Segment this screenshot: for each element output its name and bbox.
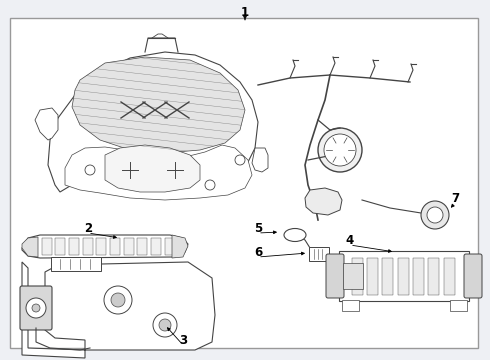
Text: 4: 4 [346,234,354,247]
Polygon shape [22,262,215,358]
Ellipse shape [284,229,306,242]
FancyBboxPatch shape [397,257,409,294]
Circle shape [235,155,245,165]
FancyBboxPatch shape [137,238,147,255]
Polygon shape [252,148,268,172]
FancyBboxPatch shape [151,238,161,255]
FancyBboxPatch shape [82,238,93,255]
FancyBboxPatch shape [96,238,106,255]
FancyBboxPatch shape [110,238,120,255]
Circle shape [26,298,46,318]
FancyBboxPatch shape [428,257,439,294]
Circle shape [427,207,443,223]
Circle shape [159,319,171,331]
FancyBboxPatch shape [413,257,424,294]
Circle shape [205,180,215,190]
FancyBboxPatch shape [42,238,51,255]
Polygon shape [48,52,258,197]
Polygon shape [105,145,200,192]
FancyBboxPatch shape [69,238,79,255]
Polygon shape [172,235,188,258]
Text: 2: 2 [84,221,92,234]
FancyBboxPatch shape [20,286,52,330]
FancyBboxPatch shape [55,238,65,255]
Circle shape [324,134,356,166]
Circle shape [318,128,362,172]
Text: 1: 1 [241,5,249,18]
Polygon shape [22,237,38,257]
Circle shape [85,165,95,175]
Circle shape [153,313,177,337]
Text: 3: 3 [179,333,187,346]
FancyBboxPatch shape [326,254,344,298]
Text: 6: 6 [254,246,262,258]
FancyBboxPatch shape [449,300,466,310]
Polygon shape [305,188,342,215]
FancyBboxPatch shape [343,263,363,289]
FancyBboxPatch shape [342,300,359,310]
FancyBboxPatch shape [309,247,329,261]
Circle shape [104,286,132,314]
FancyBboxPatch shape [367,257,378,294]
FancyBboxPatch shape [165,238,174,255]
Text: 7: 7 [451,192,459,204]
Polygon shape [72,57,245,153]
Polygon shape [65,145,252,200]
Circle shape [32,304,40,312]
FancyBboxPatch shape [464,254,482,298]
Text: 5: 5 [254,221,262,234]
FancyBboxPatch shape [351,257,363,294]
Polygon shape [35,108,58,140]
FancyBboxPatch shape [123,238,133,255]
FancyBboxPatch shape [443,257,455,294]
Circle shape [421,201,449,229]
Polygon shape [22,235,188,258]
Circle shape [111,293,125,307]
FancyBboxPatch shape [382,257,393,294]
FancyBboxPatch shape [339,251,469,301]
FancyBboxPatch shape [51,257,101,271]
